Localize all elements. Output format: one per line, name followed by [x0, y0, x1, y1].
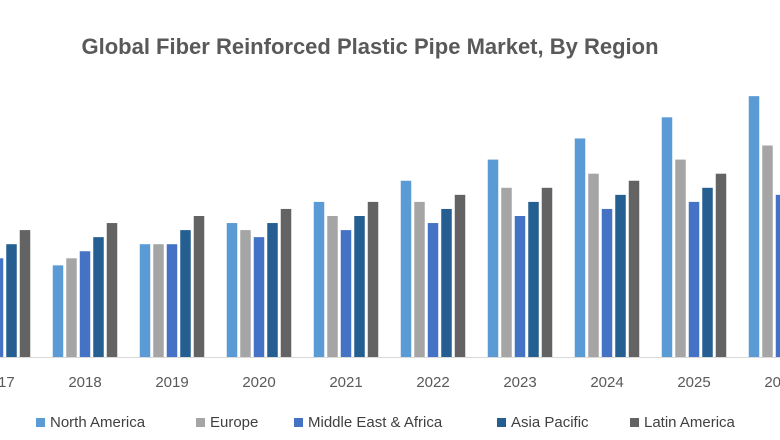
- bar-asia-pacific-2019: [180, 230, 191, 357]
- bar-europe-2023: [501, 187, 512, 357]
- bar-north-america-2026: [748, 96, 760, 358]
- x-tick-label: 2026: [764, 374, 780, 391]
- bar-latin-america-2017: [19, 230, 31, 357]
- bar-latin-america-2020: [280, 208, 292, 357]
- x-tick-label: 2023: [503, 374, 536, 391]
- bar-europe-2022: [414, 201, 425, 357]
- legend-item: North America: [36, 414, 145, 431]
- bar-latin-america-2022: [454, 194, 466, 357]
- legend-label: Europe: [210, 414, 259, 431]
- bar-asia-pacific-2022: [441, 208, 452, 357]
- bar-middle-east-africa-2017: [0, 258, 4, 357]
- bar-middle-east-africa-2023: [514, 216, 526, 357]
- bar-latin-america-2018: [106, 223, 118, 357]
- bar-middle-east-africa-2019: [166, 244, 178, 357]
- bar-asia-pacific-2017: [6, 244, 17, 357]
- x-tick-label: 2024: [590, 374, 623, 391]
- bar-north-america-2021: [313, 201, 325, 357]
- legend-swatch: [630, 418, 639, 427]
- bar-europe-2021: [327, 216, 338, 357]
- x-tick-label: 2020: [242, 374, 275, 391]
- legend-swatch: [196, 418, 205, 427]
- bar-middle-east-africa-2020: [253, 237, 265, 357]
- bar-north-america-2020: [226, 223, 238, 357]
- bar-middle-east-africa-2018: [79, 251, 91, 357]
- bar-north-america-2022: [400, 180, 412, 357]
- x-tick-label: 2025: [677, 374, 710, 391]
- legend-item: Europe: [196, 414, 258, 431]
- bar-north-america-2024: [574, 138, 586, 357]
- legend-label: North America: [50, 414, 146, 431]
- bar-middle-east-africa-2026: [775, 194, 780, 357]
- bar-latin-america-2024: [628, 180, 640, 357]
- bar-asia-pacific-2021: [354, 216, 365, 357]
- bar-asia-pacific-2023: [528, 201, 539, 357]
- bar-latin-america-2025: [715, 173, 727, 357]
- bar-middle-east-africa-2025: [688, 201, 700, 357]
- bar-europe-2020: [240, 230, 251, 357]
- bar-europe-2018: [66, 258, 77, 357]
- legend-swatch: [294, 418, 303, 427]
- bar-north-america-2019: [139, 244, 151, 357]
- x-tick-label: 2019: [155, 374, 188, 391]
- legend-swatch: [36, 418, 45, 427]
- legend-item: Asia Pacific: [497, 414, 589, 431]
- bar-north-america-2018: [52, 265, 64, 357]
- bar-europe-2025: [675, 159, 686, 357]
- bar-asia-pacific-2024: [615, 194, 626, 357]
- x-tick-label: 2017: [0, 374, 15, 391]
- bar-north-america-2025: [661, 117, 673, 357]
- bar-middle-east-africa-2024: [601, 208, 613, 357]
- bar-latin-america-2021: [367, 201, 379, 357]
- bar-europe-2019: [153, 244, 164, 357]
- x-tick-label: 2018: [68, 374, 101, 391]
- legend-label: Latin America: [644, 414, 735, 431]
- bar-latin-america-2019: [193, 216, 205, 357]
- bar-asia-pacific-2018: [93, 237, 104, 357]
- bar-europe-2024: [588, 173, 599, 357]
- bar-middle-east-africa-2022: [427, 223, 439, 357]
- x-tick-label: 2022: [416, 374, 449, 391]
- bar-europe-2026: [762, 145, 773, 357]
- legend-item: Latin America: [630, 414, 735, 431]
- bar-latin-america-2023: [541, 187, 553, 357]
- legend-label: Middle East & Africa: [308, 414, 443, 431]
- x-tick-label: 2021: [329, 374, 362, 391]
- chart-title: Global Fiber Reinforced Plastic Pipe Mar…: [81, 34, 659, 59]
- bar-asia-pacific-2025: [702, 187, 713, 357]
- legend-swatch: [497, 418, 506, 427]
- bar-asia-pacific-2020: [267, 223, 278, 357]
- bar-middle-east-africa-2021: [340, 230, 352, 357]
- legend-item: Middle East & Africa: [294, 414, 442, 431]
- legend-label: Asia Pacific: [511, 414, 589, 431]
- bar-north-america-2023: [487, 159, 499, 357]
